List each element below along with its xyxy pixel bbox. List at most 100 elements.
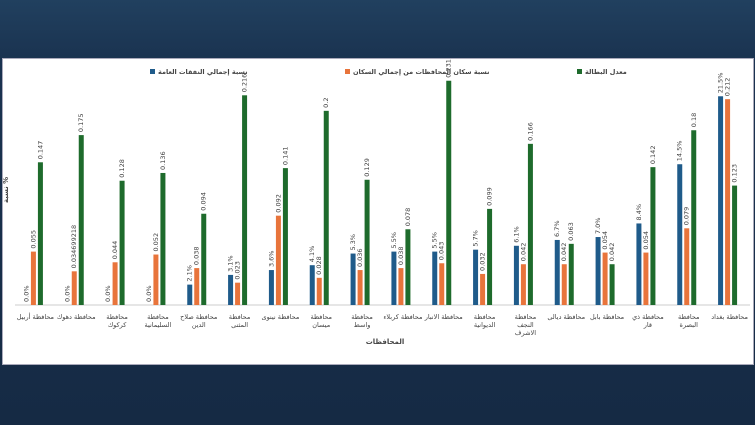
legend-label: نسبة إجمالي النفقات العامة — [158, 68, 248, 76]
bar — [732, 185, 738, 305]
bar — [677, 164, 683, 305]
bar — [323, 110, 329, 305]
legend-swatch — [577, 69, 582, 74]
data-label: 0.023 — [234, 261, 242, 280]
data-label: 0.128 — [118, 159, 126, 178]
data-label: 5.5% — [390, 232, 398, 249]
data-label: 0.079 — [683, 207, 691, 226]
data-label: 0.042 — [608, 243, 616, 262]
x-tick-label: محافظة النجف الاشرف — [514, 313, 537, 337]
data-label: 0.0% — [145, 285, 153, 302]
legend-label: نسبة سكان المحافظات من إجمالي السكان — [353, 68, 490, 76]
data-label: 0.034699218 — [70, 225, 78, 268]
bar — [568, 243, 574, 305]
bar — [194, 268, 200, 305]
data-label: 0.054 — [642, 231, 650, 250]
data-label: 0.044 — [111, 241, 119, 260]
bar — [364, 179, 370, 305]
bar — [275, 215, 281, 305]
bar — [520, 264, 526, 305]
x-tick-label: محافظة كربلاء — [383, 313, 423, 321]
legend-swatch — [150, 69, 155, 74]
bar — [391, 251, 397, 305]
x-tick-label: محافظة السليمانية — [144, 313, 172, 329]
x-tick-label: محافظة واسط — [351, 313, 373, 329]
x-tick-label: محافظة نينوى — [261, 313, 300, 321]
bar — [30, 251, 36, 305]
data-label: 21.5% — [717, 73, 725, 94]
bar — [602, 252, 608, 305]
data-label: 0.175 — [77, 113, 85, 132]
data-label: 0.038 — [193, 246, 201, 265]
bar — [201, 213, 207, 305]
bar — [119, 180, 125, 305]
data-label: 4.1% — [308, 246, 316, 263]
x-axis-title: المحافظات — [366, 338, 404, 346]
data-label: 0.036 — [356, 248, 364, 267]
legend-label: معدل البطالة — [585, 68, 627, 76]
x-tick-label: محافظة المثنى — [228, 313, 251, 329]
data-label: 3.1% — [227, 255, 235, 272]
x-tick-label: محافظة صلاح الدين — [180, 313, 218, 329]
x-tick-label: محافظة بابل — [589, 313, 625, 321]
bar — [513, 245, 519, 305]
x-tick-label: محافظة الانبار — [424, 313, 463, 321]
data-label: 7.0% — [594, 218, 602, 235]
data-label: 0.099 — [486, 187, 494, 206]
x-tick-label: محافظة أربيل — [16, 313, 55, 321]
bar — [282, 168, 288, 305]
data-label: 0.078 — [404, 208, 412, 227]
legend-swatch — [345, 69, 350, 74]
x-tick-label: محافظة ديالى — [547, 313, 586, 321]
bar — [160, 172, 166, 305]
x-tick-label: محافظة ميسان — [310, 313, 333, 329]
data-label: 2.1% — [186, 265, 194, 282]
data-label: 0.166 — [526, 122, 534, 141]
bar — [643, 252, 649, 305]
bar — [78, 135, 84, 305]
data-label: 0.063 — [567, 222, 575, 241]
bar — [446, 80, 452, 305]
data-label: 5.5% — [431, 232, 439, 249]
bar — [268, 270, 274, 305]
y-axis-title: نسبة % — [2, 177, 10, 203]
data-label: 6.7% — [553, 220, 561, 237]
data-label: 6.1% — [512, 226, 520, 243]
data-label: 0.136 — [159, 151, 167, 170]
data-label: 0.054 — [601, 231, 609, 250]
data-label: 5.7% — [472, 230, 480, 247]
bar — [112, 262, 118, 305]
bar — [636, 223, 642, 305]
bar — [609, 264, 615, 305]
bar — [718, 96, 724, 305]
x-tick-label: محافظة الديوانية — [473, 313, 496, 329]
data-label: 0.094 — [200, 192, 208, 211]
chart-panel — [2, 58, 754, 365]
bar — [487, 208, 493, 305]
bar — [153, 254, 159, 305]
bar — [37, 162, 43, 305]
bar — [316, 277, 322, 305]
data-label: 0.032 — [479, 252, 487, 271]
bar — [480, 273, 486, 305]
data-label: 0.141 — [281, 147, 289, 166]
data-label: 0.038 — [397, 246, 405, 265]
bar — [309, 265, 315, 305]
x-tick-label: محافظة كركوك — [106, 313, 128, 329]
bar — [405, 229, 411, 305]
data-label: 0.2 — [322, 97, 330, 107]
bar — [473, 249, 479, 305]
data-label: 0.142 — [649, 146, 657, 165]
bar — [691, 130, 697, 305]
bar — [439, 263, 445, 305]
bar — [187, 284, 193, 305]
bar — [432, 251, 438, 305]
bar — [554, 239, 560, 305]
data-label: 3.6% — [267, 251, 275, 268]
x-tick-label: محافظة دهوك — [56, 313, 96, 321]
bar — [357, 270, 363, 305]
data-label: 0.123 — [731, 164, 739, 183]
data-label: 0.0% — [104, 285, 112, 302]
